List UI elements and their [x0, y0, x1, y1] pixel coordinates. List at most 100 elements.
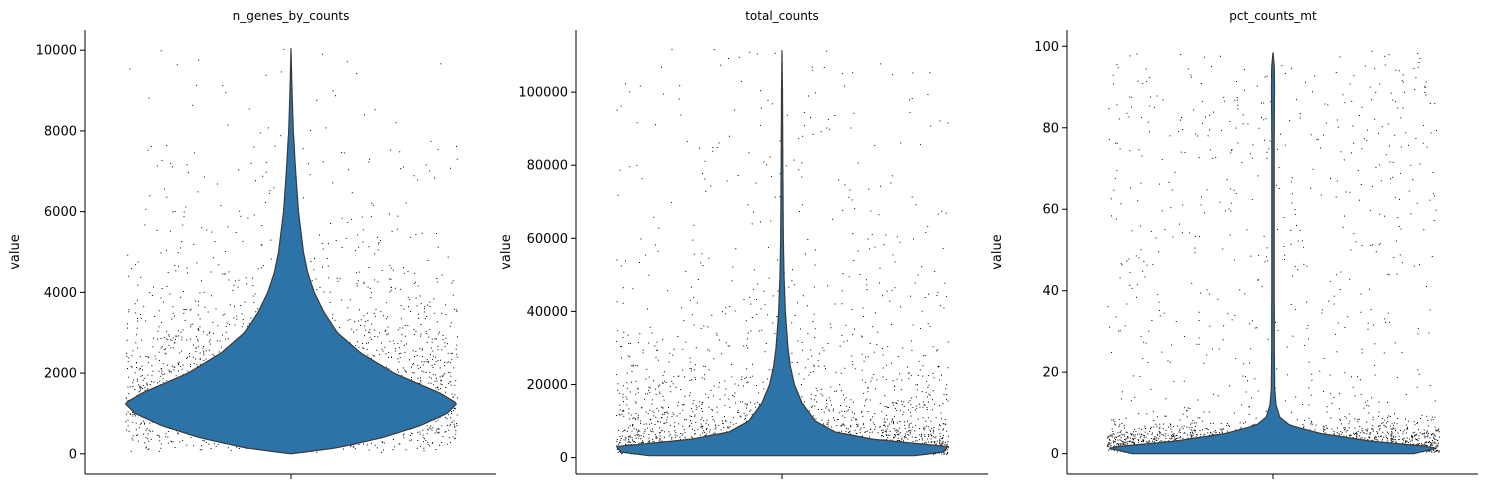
- jitter-point: [367, 286, 369, 288]
- jitter-point: [363, 348, 365, 349]
- jitter-point: [370, 216, 372, 218]
- jitter-point: [855, 418, 857, 420]
- jitter-point: [681, 307, 683, 309]
- jitter-point: [160, 447, 162, 449]
- jitter-point: [791, 361, 793, 363]
- jitter-point: [617, 451, 619, 453]
- jitter-point: [937, 292, 939, 293]
- jitter-point: [883, 436, 885, 437]
- jitter-point: [647, 389, 649, 391]
- jitter-point: [195, 358, 197, 360]
- jitter-point: [623, 401, 624, 402]
- jitter-point: [655, 356, 657, 358]
- jitter-point: [838, 431, 840, 433]
- jitter-point: [420, 324, 422, 325]
- jitter-point: [208, 349, 210, 351]
- jitter-point: [437, 246, 439, 248]
- jitter-point: [850, 399, 852, 401]
- jitter-point: [701, 377, 703, 379]
- jitter-point: [184, 308, 186, 310]
- jitter-point: [211, 231, 213, 233]
- jitter-point: [151, 381, 153, 383]
- jitter-point: [883, 439, 885, 441]
- jitter-point: [680, 114, 682, 116]
- jitter-point: [832, 410, 834, 412]
- jitter-point: [378, 242, 380, 243]
- jitter-point: [313, 269, 315, 271]
- jitter-point: [422, 429, 424, 431]
- jitter-point: [329, 291, 331, 293]
- jitter-point: [386, 366, 388, 368]
- jitter-point: [405, 370, 406, 372]
- jitter-point: [746, 382, 748, 384]
- jitter-point: [646, 423, 647, 425]
- jitter-point: [716, 406, 718, 408]
- jitter-point: [864, 431, 866, 433]
- jitter-point: [356, 341, 358, 343]
- jitter-point: [634, 442, 636, 443]
- jitter-point: [625, 83, 626, 85]
- jitter-point: [699, 434, 701, 436]
- jitter-point: [632, 364, 634, 366]
- jitter-point: [161, 370, 163, 372]
- jitter-point: [182, 224, 184, 226]
- jitter-point: [928, 393, 930, 395]
- jitter-point: [631, 430, 633, 432]
- jitter-point: [668, 435, 670, 437]
- jitter-point: [389, 264, 391, 266]
- jitter-point: [924, 405, 926, 406]
- jitter-point: [186, 444, 188, 446]
- jitter-point: [335, 95, 336, 97]
- jitter-point: [708, 424, 709, 426]
- jitter-point: [805, 253, 806, 255]
- jitter-point: [643, 423, 645, 425]
- jitter-point: [140, 387, 142, 389]
- jitter-point: [370, 292, 372, 294]
- jitter-point: [933, 427, 935, 428]
- jitter-point: [944, 443, 946, 445]
- jitter-point: [689, 415, 691, 417]
- jitter-point: [767, 99, 769, 101]
- jitter-point: [410, 432, 412, 434]
- jitter-point: [678, 423, 680, 425]
- jitter-point: [453, 423, 455, 425]
- y-tick-label: 8000: [44, 124, 77, 139]
- jitter-point: [189, 363, 191, 365]
- jitter-point: [921, 310, 923, 312]
- jitter-point: [897, 399, 899, 401]
- jitter-point: [722, 311, 723, 313]
- jitter-point: [769, 156, 771, 158]
- jitter-point: [834, 419, 835, 421]
- jitter-point: [370, 339, 372, 341]
- jitter-point: [648, 376, 650, 378]
- jitter-point: [450, 167, 452, 169]
- jitter-point: [640, 435, 642, 437]
- jitter-point: [832, 218, 834, 220]
- jitter-point: [427, 442, 429, 444]
- jitter-point: [922, 401, 924, 403]
- jitter-point: [927, 417, 929, 419]
- jitter-point: [229, 304, 231, 306]
- jitter-point: [157, 382, 159, 384]
- jitter-point: [451, 413, 453, 414]
- jitter-point: [358, 444, 360, 445]
- jitter-point: [192, 104, 194, 106]
- jitter-point: [845, 397, 847, 399]
- jitter-point: [857, 424, 859, 426]
- jitter-point: [173, 341, 175, 343]
- jitter-point: [861, 411, 863, 412]
- jitter-point: [160, 252, 162, 254]
- jitter-point: [946, 453, 948, 455]
- jitter-point: [672, 354, 674, 356]
- jitter-point: [908, 430, 910, 431]
- jitter-point: [647, 427, 649, 429]
- jitter-point: [900, 306, 902, 308]
- jitter-point: [444, 345, 446, 347]
- jitter-point: [193, 445, 195, 447]
- jitter-point: [752, 363, 753, 365]
- jitter-point: [902, 414, 904, 416]
- jitter-point: [910, 415, 912, 417]
- y-tick: 8000: [44, 124, 85, 139]
- jitter-point: [438, 389, 440, 390]
